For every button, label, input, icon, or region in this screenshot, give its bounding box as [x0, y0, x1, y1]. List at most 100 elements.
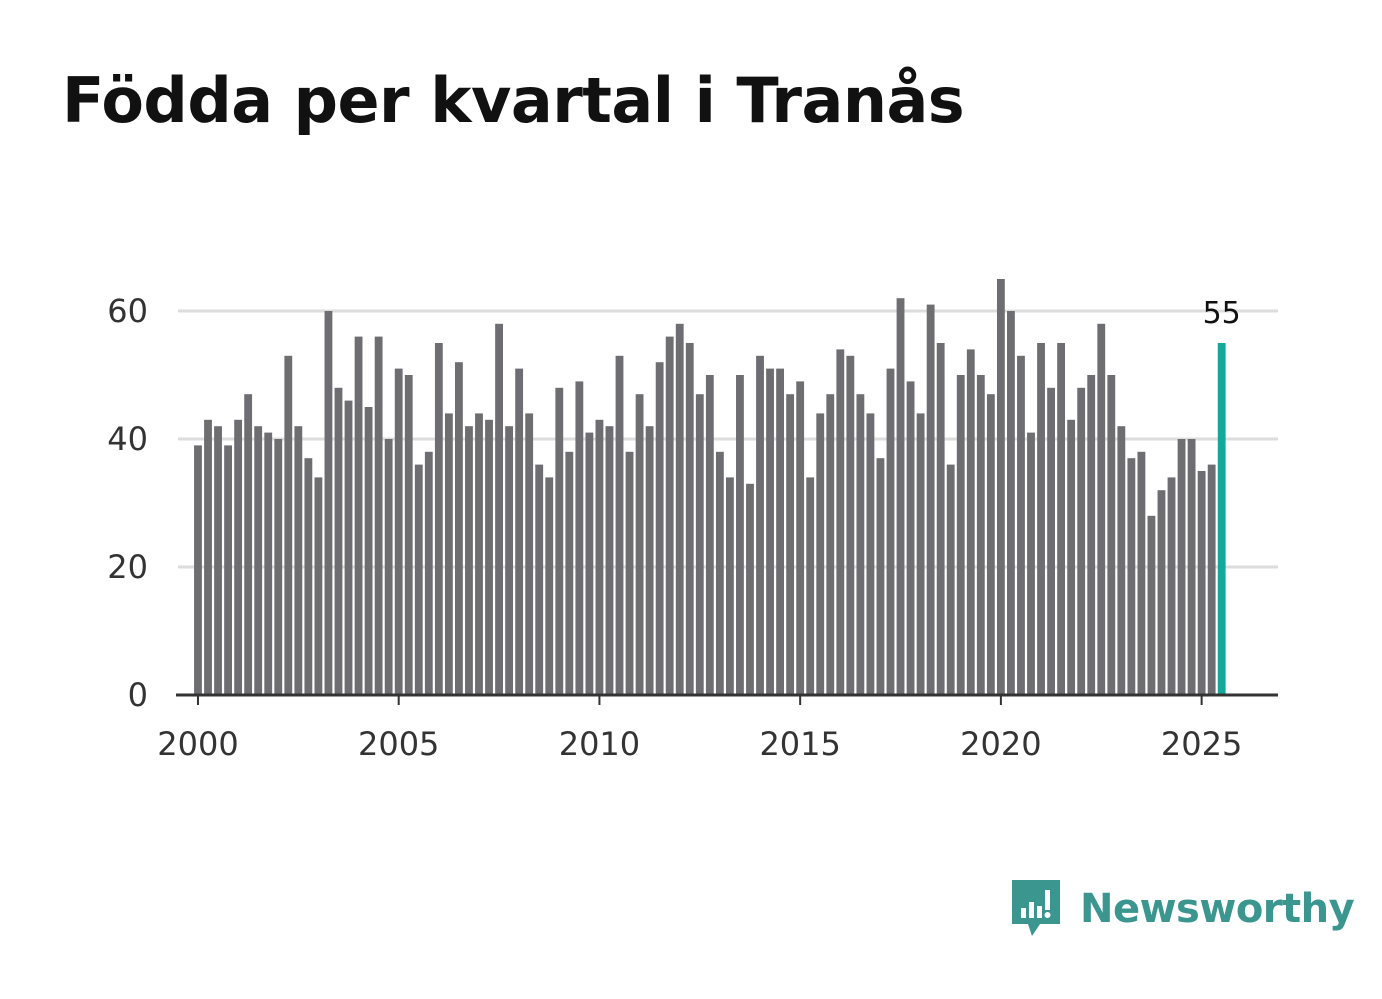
bar [605, 426, 614, 695]
x-tick-label: 2000 [157, 725, 238, 763]
bar [796, 381, 805, 695]
x-tick-label: 2020 [960, 725, 1041, 763]
bar [394, 368, 403, 695]
bar [906, 381, 915, 695]
bar [575, 381, 584, 695]
bar [976, 375, 985, 695]
bar [1077, 387, 1086, 695]
bar [866, 413, 875, 695]
bar [455, 362, 463, 695]
x-tick-label: 2010 [559, 725, 640, 763]
bar [786, 394, 795, 695]
bar [214, 426, 222, 695]
x-tick-label: 2015 [759, 725, 840, 763]
bar [354, 336, 363, 695]
bar [926, 304, 935, 695]
bar [565, 451, 574, 695]
bar [806, 477, 815, 695]
bar [515, 368, 524, 695]
bar [294, 426, 303, 695]
bar [224, 445, 232, 695]
bar [725, 477, 734, 695]
bar [1137, 451, 1146, 695]
bar [645, 426, 654, 695]
x-tick-label: 2005 [358, 725, 439, 763]
bar [746, 483, 754, 695]
bar [695, 394, 704, 695]
y-tick-label: 0 [128, 676, 148, 714]
bar [555, 387, 564, 695]
chart-title: Födda per kvartal i Tranås [62, 64, 965, 137]
bars [194, 279, 1226, 695]
bar [374, 336, 383, 695]
bar [505, 426, 514, 695]
newsworthy-logo: Newsworthy [1010, 878, 1355, 940]
bar [655, 362, 664, 695]
bar [1047, 387, 1055, 695]
bar [916, 413, 925, 695]
bar [946, 464, 955, 695]
bar [1107, 375, 1116, 695]
y-tick-label: 20 [107, 548, 148, 586]
bar [1167, 477, 1176, 695]
x-tick-label: 2025 [1161, 725, 1242, 763]
bar [384, 439, 393, 695]
labels: 0 20 40 60 55 2000 2005 2010 2015 2020 2025 [107, 292, 1242, 763]
bar [204, 419, 212, 695]
bar-highlight [1217, 343, 1226, 695]
bar [344, 400, 353, 695]
bar [715, 451, 724, 695]
bar [1097, 323, 1106, 695]
bar [244, 394, 253, 695]
bar [675, 323, 684, 695]
bar [846, 355, 855, 695]
bar [234, 419, 243, 695]
bar [766, 368, 774, 695]
bar [816, 413, 825, 695]
bar [966, 349, 975, 695]
bar [996, 279, 1005, 695]
bar [414, 464, 423, 695]
bar [274, 439, 283, 695]
bar [1197, 471, 1206, 695]
bar [1117, 426, 1126, 695]
axes [176, 693, 1278, 705]
bar [595, 419, 604, 695]
bar [364, 407, 373, 695]
bar [525, 413, 534, 695]
brand-name: Newsworthy [1080, 886, 1355, 932]
bar [264, 432, 273, 695]
bar-chart-speech-bubble-icon [1012, 880, 1060, 936]
bar [1037, 343, 1045, 695]
bar [1207, 464, 1216, 695]
bar [856, 394, 865, 695]
bar [1087, 375, 1096, 695]
bar [1127, 458, 1136, 695]
bar [1017, 355, 1025, 695]
bar [956, 375, 965, 695]
bar [886, 368, 895, 695]
bar [615, 355, 624, 695]
bar [876, 458, 885, 695]
y-tick-label: 60 [107, 292, 148, 330]
bar [194, 445, 202, 695]
bar [705, 375, 714, 695]
bar [585, 432, 594, 695]
bar [1187, 439, 1196, 695]
bar [324, 311, 333, 695]
bar [635, 394, 644, 695]
bar [1007, 311, 1015, 695]
bar [475, 413, 483, 695]
bar [404, 375, 413, 695]
bar [685, 343, 694, 695]
bar [756, 355, 764, 695]
bar [1177, 439, 1186, 695]
bar [304, 458, 313, 695]
bar [836, 349, 845, 695]
bar [1147, 515, 1156, 695]
bar [254, 426, 263, 695]
bar [625, 451, 634, 695]
bar [465, 426, 473, 695]
bar [535, 464, 544, 695]
